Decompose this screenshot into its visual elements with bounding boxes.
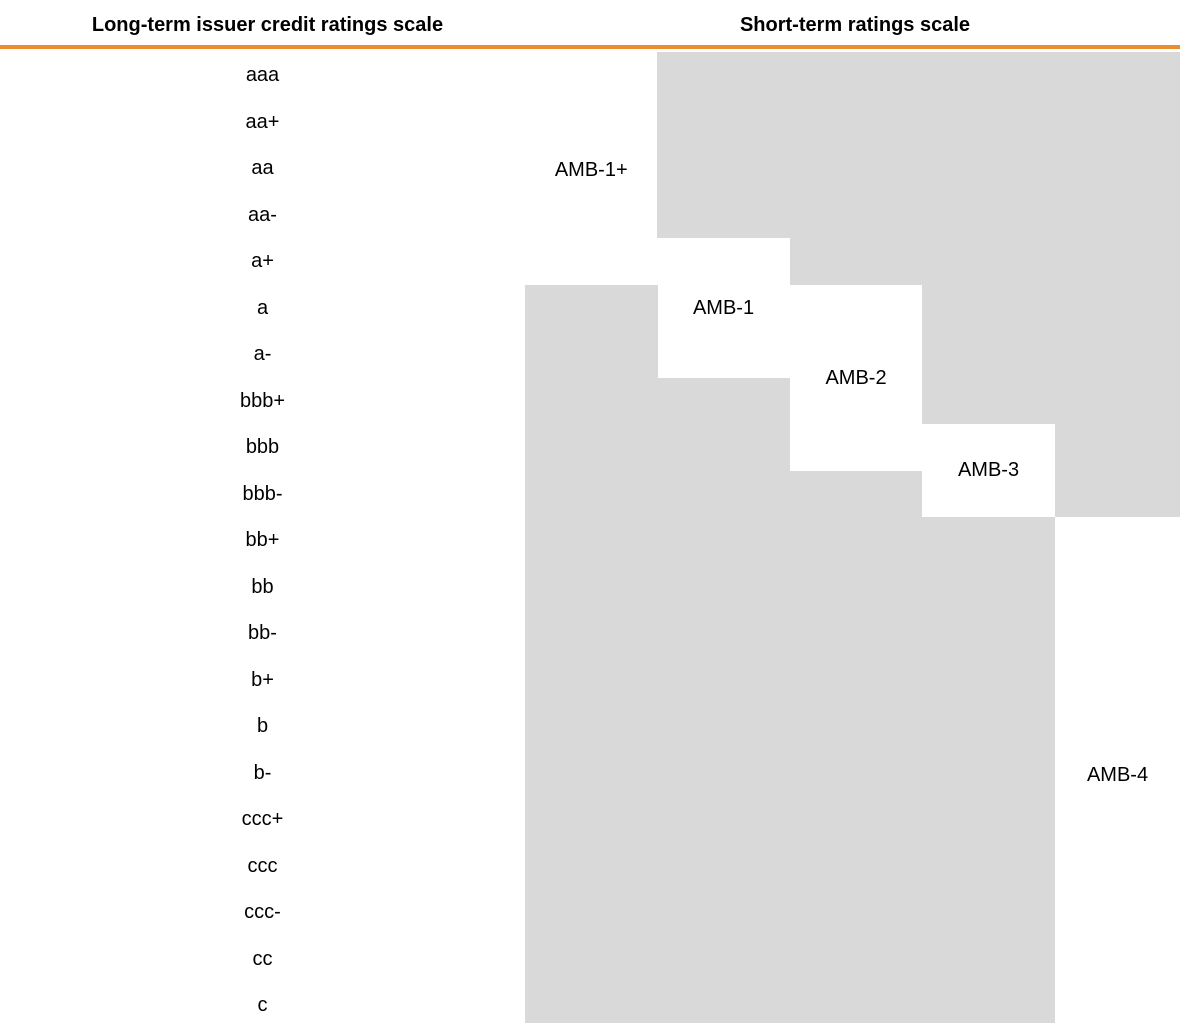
long-term-rating: b	[256, 715, 269, 737]
short-term-rating: AMB-3	[957, 459, 1020, 481]
shade	[790, 52, 922, 285]
shade	[790, 470, 922, 1023]
long-term-rating: bb-	[248, 622, 277, 644]
long-term-rating: c	[257, 994, 268, 1016]
short-term-rating: AMB-1+	[554, 159, 628, 181]
long-term-rating: aa+	[245, 110, 280, 133]
shade	[525, 284, 658, 1023]
long-term-rating: aaa	[245, 64, 280, 86]
long-term-rating: ccc	[247, 854, 278, 877]
long-term-rating: aa-	[248, 203, 277, 226]
long-term-rating: ccc-	[244, 901, 281, 923]
long-term-rating: ccc+	[241, 808, 284, 830]
long-term-rating: bbb	[245, 436, 280, 458]
short-term-rating: AMB-2	[825, 367, 887, 389]
long-term-rating: b-	[253, 761, 272, 784]
long-term-rating: a	[256, 296, 269, 319]
shade	[1055, 52, 1180, 517]
long-term-rating: cc	[252, 947, 273, 970]
long-term-rating: b+	[251, 668, 274, 691]
shade	[657, 377, 790, 1023]
long-term-rating: a+	[251, 250, 274, 272]
shade	[922, 52, 1055, 424]
long-term-rating: bb	[251, 575, 274, 598]
header-rule	[0, 45, 1180, 49]
long-term-rating: aa	[251, 157, 274, 179]
short-term-header: Short-term ratings scale	[739, 14, 971, 36]
short-term-rating: AMB-4	[1086, 764, 1149, 786]
long-term-rating: bbb-	[242, 482, 283, 505]
long-term-rating: bb+	[245, 529, 280, 551]
short-term-rating: AMB-1	[692, 297, 755, 319]
long-term-rating: a-	[253, 343, 272, 365]
shade	[657, 52, 790, 238]
long-term-rating: bbb+	[239, 389, 286, 412]
shade	[922, 517, 1055, 1023]
long-term-header: Long-term issuer credit ratings scale	[91, 14, 444, 36]
